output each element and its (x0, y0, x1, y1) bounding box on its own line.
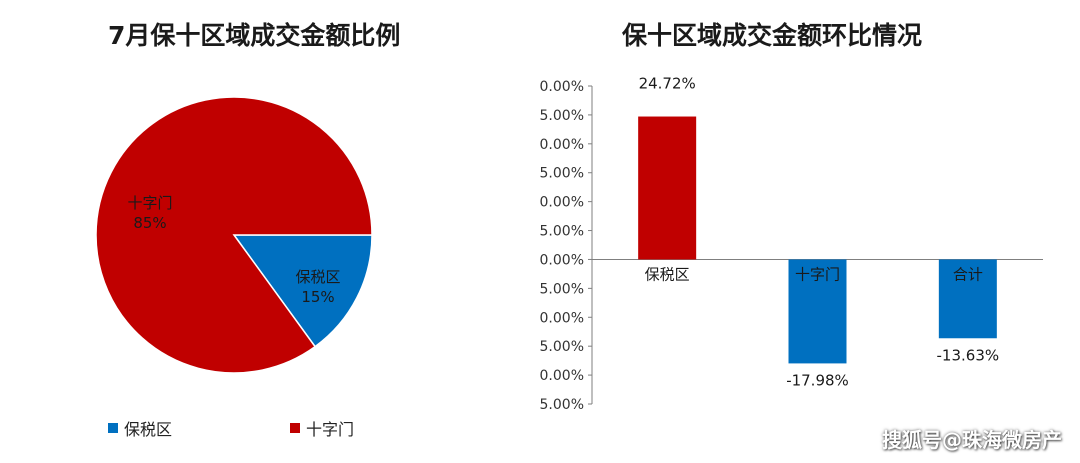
bar-0 (638, 116, 697, 260)
legend-swatch-baoshuiqu (108, 423, 118, 433)
data-label: -17.98% (786, 371, 849, 389)
bar-chart-title: 保十区域成交金额环比情况 (622, 21, 923, 50)
watermark: 搜狐号@珠海微房产 (882, 428, 1062, 452)
bar-chart: 30.00% 25.00% 20.00% 15.00% 10.00% 5.00% 0.00%… (540, 75, 1043, 413)
category-label: 保税区 (645, 265, 690, 283)
legend-label-shizimen: 十字门 (306, 420, 355, 439)
y-tick-label: 10.00% (540, 195, 584, 211)
legend-item-baoshuiqu: 保税区 (108, 416, 172, 440)
y-tick-label: -20.00% (540, 368, 584, 384)
y-tick-label: 30.00% (540, 79, 584, 95)
pie-slice-0 (232, 234, 373, 348)
y-tick-label: 15.00% (540, 166, 584, 182)
pie-slice-label: 十字门 (127, 194, 172, 212)
bar-1 (788, 259, 847, 364)
pie-slice-label: 保税区 (295, 268, 340, 286)
legend-item-shizimen: 十字门 (290, 416, 354, 440)
y-tick-label: -15.00% (540, 339, 584, 355)
pie-slice-value-label: 15% (301, 288, 334, 306)
data-label: -13.63% (937, 346, 1000, 364)
y-tick-label: 20.00% (540, 137, 584, 153)
pie-slice-value-label: 85% (133, 214, 166, 232)
pie-chart: 保税区 15% 十字门 85% (95, 96, 373, 374)
y-tick-label: 5.00% (540, 224, 584, 240)
pie-chart-title: 7月保十区域成交金额比例 (108, 21, 401, 50)
y-tick-label: 25.00% (540, 108, 584, 124)
y-tick-label: -5.00% (540, 281, 584, 297)
bar-2 (938, 259, 997, 339)
data-label: 24.72% (639, 75, 696, 93)
category-label: 合计 (953, 265, 983, 283)
category-label: 十字门 (795, 265, 840, 283)
legend-swatch-shizimen (290, 423, 300, 433)
pie-slice-1 (95, 96, 373, 374)
legend-label-baoshuiqu: 保税区 (124, 420, 173, 439)
y-tick-label: 0.00% (540, 252, 584, 268)
y-tick-label: -10.00% (540, 310, 584, 326)
y-tick-label: -25.00% (540, 397, 584, 413)
